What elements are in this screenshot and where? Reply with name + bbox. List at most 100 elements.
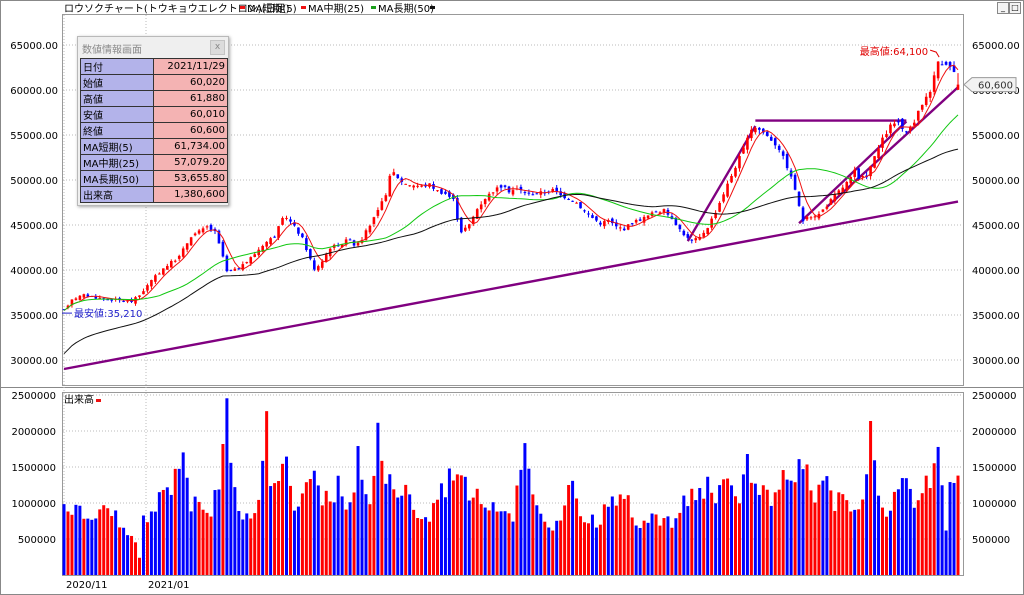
volume-bar <box>948 482 952 575</box>
candle-body <box>531 194 535 196</box>
candle-body <box>595 216 598 221</box>
candle-body <box>122 300 125 302</box>
candle-body <box>412 185 415 188</box>
volume-bar <box>598 524 602 575</box>
candle-body <box>928 92 932 98</box>
volume-bar <box>730 485 734 575</box>
info-row: MA短期(5) 61,734.00 <box>80 138 229 155</box>
volume-bar <box>265 411 269 575</box>
volume-bar <box>90 519 94 575</box>
candle-body <box>587 213 590 215</box>
volume-bar <box>277 481 281 575</box>
candle-body <box>710 218 713 228</box>
volume-bar <box>833 510 837 575</box>
volume-tick-label-right: 2500000 <box>972 391 1017 402</box>
candle-body <box>313 260 316 270</box>
price-tick-label-left: 55000.00 <box>10 131 58 142</box>
candle-body <box>940 64 944 66</box>
volume-bar <box>602 504 606 575</box>
volume-bar <box>237 511 241 575</box>
candle-body <box>742 147 745 154</box>
price-tick-label-left: 50000.00 <box>10 176 58 187</box>
volume-bar <box>849 511 853 575</box>
candle-body <box>726 183 729 197</box>
volume-bar <box>495 511 499 575</box>
candle-body <box>718 202 721 212</box>
info-row: 安値 60,010 <box>80 106 229 123</box>
volume-bar <box>126 535 130 575</box>
legend-swatch <box>240 6 245 9</box>
candle-body <box>746 137 749 150</box>
volume-bar <box>475 488 479 575</box>
minimize-button[interactable]: _ <box>997 2 1009 14</box>
candle-body <box>503 185 507 187</box>
candle-body <box>833 194 837 202</box>
volume-bar <box>773 492 777 575</box>
candle-body <box>233 268 237 271</box>
candle-body <box>924 96 928 105</box>
volume-tick-label-left: 2000000 <box>11 427 56 438</box>
candle-body <box>66 305 70 309</box>
volume-bar <box>328 501 332 575</box>
volume-bar <box>559 520 563 575</box>
candle-body <box>205 226 209 228</box>
volume-bar <box>416 518 420 575</box>
volume-bar <box>813 502 817 575</box>
volume-tick-label-left: 1500000 <box>11 463 56 474</box>
candle-body <box>273 236 276 238</box>
candle-body <box>491 192 495 194</box>
maximize-button[interactable]: □ <box>1009 2 1021 14</box>
trendline <box>826 86 959 208</box>
info-panel[interactable]: 数値情報画面 x 日付 2021/11/29 始値 60,020 高値 61,880 安値 6… <box>77 36 229 206</box>
info-row: 出来高 1,380,600 <box>80 186 229 203</box>
volume-bar <box>193 496 197 575</box>
legend-label: MA中期(25) <box>308 2 364 15</box>
volume-bar <box>499 511 503 575</box>
volume-bar <box>873 460 877 575</box>
candle-body <box>98 297 102 299</box>
candle-body <box>82 294 86 298</box>
volume-bar <box>177 468 181 575</box>
volume-bar <box>364 494 368 575</box>
candle-body <box>885 134 888 138</box>
volume-bar <box>642 520 646 575</box>
volume-bar <box>733 496 737 575</box>
info-panel-close-button[interactable]: x <box>210 40 225 55</box>
candle-body <box>738 156 741 169</box>
info-value: 60,600 <box>152 122 229 139</box>
candle-body <box>694 238 698 241</box>
candle-body <box>658 212 662 215</box>
candle-body <box>316 266 320 271</box>
volume-bar <box>606 506 610 575</box>
volume-bar <box>888 510 892 575</box>
candle-body <box>320 261 324 268</box>
candle-body <box>805 216 809 220</box>
candle-body <box>853 169 856 177</box>
candle-body <box>909 126 912 131</box>
price-tick-label-left: 60000.00 <box>10 86 58 97</box>
volume-bar <box>805 464 809 575</box>
info-row: MA中期(25) 57,079.20 <box>80 154 229 171</box>
candle-body <box>173 260 177 262</box>
volume-bar <box>281 463 285 575</box>
volume-bar <box>861 499 865 575</box>
candle-body <box>905 131 908 133</box>
volume-bar <box>114 510 118 575</box>
volume-bar <box>678 512 682 575</box>
volume-bar <box>670 527 674 575</box>
volume-bar <box>241 519 245 575</box>
candle-body <box>916 110 920 121</box>
candle-body <box>897 121 900 123</box>
volume-bar <box>877 495 881 575</box>
candle-body <box>702 232 706 237</box>
candle-body <box>225 255 229 272</box>
volume-bar <box>384 483 388 575</box>
info-row: 終値 60,600 <box>80 122 229 139</box>
candle-body <box>471 216 475 225</box>
volume-bar <box>535 505 539 575</box>
volume-bar <box>630 517 634 575</box>
candle-body <box>845 181 849 190</box>
volume-bar <box>571 480 575 575</box>
volume-tick-label-left: 1000000 <box>11 499 56 510</box>
